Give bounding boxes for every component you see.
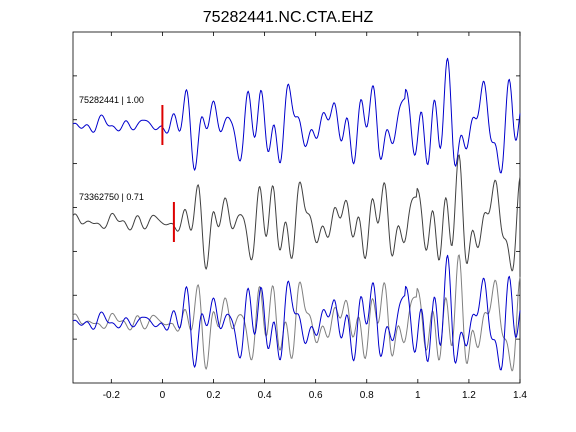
x-tick-label: 1 — [415, 390, 421, 401]
trace-73362750 — [72, 154, 521, 272]
axis-ticks — [73, 32, 521, 383]
x-tick-label: 0.4 — [258, 390, 272, 401]
plot-area: -0.2 0 0.2 0.4 0.6 0.8 1 1.2 1.4 75282441 | 1.00… — [72, 31, 528, 401]
trace-label-73362750: 73362750 | 0.71 — [79, 192, 144, 202]
x-tick-label: 0.6 — [309, 390, 323, 401]
overlay-trace-75282441 — [72, 254, 521, 371]
pick-markers — [161, 105, 175, 242]
trace-labels: 75282441 | 1.00 73362750 | 0.71 — [79, 95, 144, 202]
trace-75282441 — [72, 57, 521, 174]
x-tick-label: 0.8 — [360, 390, 374, 401]
x-tick-label: 1.2 — [462, 390, 476, 401]
x-tick-label: 0.2 — [207, 390, 221, 401]
trace-label-75282441: 75282441 | 1.00 — [79, 95, 144, 105]
x-tick-labels: -0.2 0 0.2 0.4 0.6 0.8 1 1.2 1.4 — [103, 390, 528, 401]
chart-title: 75282441.NC.CTA.EHZ — [203, 9, 374, 26]
x-tick-label: 0 — [160, 390, 166, 401]
overlay-trace-73362750 — [72, 254, 521, 372]
x-tick-label: -0.2 — [103, 390, 121, 401]
waveform-traces — [72, 57, 521, 372]
x-tick-label: 1.4 — [513, 390, 527, 401]
